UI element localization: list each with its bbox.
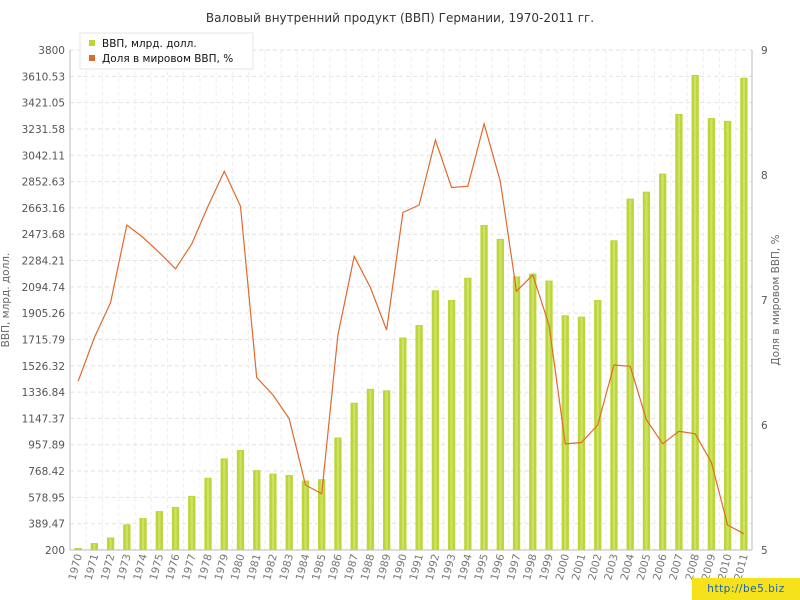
y-tick-label: 3800 (38, 45, 65, 57)
bar-highlight (385, 391, 388, 550)
y-tick-label: 389.47 (28, 519, 65, 531)
bar-highlight (255, 471, 258, 550)
y-tick-label: 2094.74 (22, 282, 66, 294)
line-series (77, 121, 745, 535)
legend: ВВП, млрд. долл. Доля в мировом ВВП, % (79, 32, 254, 70)
bar-highlight (612, 241, 616, 550)
axes (69, 50, 753, 551)
bar-highlight (271, 474, 275, 550)
bar-highlight (93, 544, 96, 550)
bar-highlight (742, 78, 745, 551)
bar-highlight (661, 174, 664, 550)
y2-tick-label: 9 (761, 45, 768, 57)
bar-highlight (239, 451, 242, 550)
y2-axis-label: Доля в мировом ВВП, % (770, 234, 782, 365)
bar-highlight (109, 538, 112, 550)
bar-highlight (629, 199, 632, 550)
y-tick-label: 1715.79 (22, 334, 65, 346)
bar-highlight (174, 507, 177, 550)
bar-highlight (694, 76, 697, 550)
legend-box (79, 32, 254, 70)
watermark[interactable]: http://be5.biz (692, 578, 800, 600)
y-tick-label: 1147.37 (22, 413, 65, 425)
y-tick-label: 768.42 (28, 466, 65, 478)
bar-highlight (158, 512, 161, 550)
bar-highlight (125, 525, 128, 550)
y-tick-label: 1336.84 (22, 387, 66, 399)
bar-highlight (304, 481, 307, 550)
bar-highlight (515, 277, 518, 550)
bar-highlight (369, 389, 372, 550)
bar-highlight (580, 317, 583, 550)
bar-highlight (206, 478, 210, 550)
bar-highlight (190, 496, 193, 550)
bar-highlight (645, 192, 648, 550)
bar-highlight (466, 278, 469, 550)
y-tick-label: 2473.68 (22, 229, 65, 241)
y-tick-label: 578.95 (28, 492, 65, 504)
bar-highlight (223, 459, 226, 550)
y-tick-label: 957.89 (28, 440, 65, 452)
right-axis-ticks: 5 6 7 8 9 (761, 45, 768, 557)
y-axis-label: ВВП, млрд. долл. (0, 253, 12, 348)
y2-tick-label: 6 (761, 420, 768, 432)
legend-label-gdp: ВВП, млрд. долл. (102, 38, 197, 50)
bar-highlight (288, 476, 291, 550)
bar-highlight (531, 274, 534, 550)
bar-highlight (726, 121, 729, 550)
bar-series (74, 75, 748, 551)
bar-highlight (677, 114, 681, 550)
bar-highlight (320, 480, 323, 550)
y-tick-label: 3042.11 (22, 150, 65, 162)
bar-highlight (564, 316, 567, 550)
y-tick-label: 3610.53 (22, 71, 65, 83)
bar-highlight (482, 226, 486, 550)
bar-highlight (710, 119, 713, 551)
y-tick-label: 1526.32 (22, 361, 65, 373)
legend-label-share: Доля в мировом ВВП, % (102, 53, 233, 65)
y2-tick-label: 7 (761, 295, 768, 307)
y-tick-label: 3421.05 (22, 98, 65, 110)
legend-swatch-share (89, 55, 95, 61)
y-tick-label: 200 (45, 545, 65, 557)
share-line (77, 121, 745, 535)
y2-tick-label: 5 (761, 545, 768, 557)
bar-highlight (336, 438, 340, 550)
y2-tick-label: 8 (761, 170, 768, 182)
y-tick-label: 2852.63 (22, 177, 65, 189)
bar-highlight (141, 519, 145, 550)
bar-highlight (401, 338, 404, 550)
bar-highlight (418, 326, 421, 550)
bar-highlight (499, 239, 502, 550)
y-tick-label: 3231.58 (22, 124, 65, 136)
bar-highlight (547, 281, 551, 550)
y-tick-label: 2284.21 (22, 256, 65, 268)
bar-highlight (353, 403, 356, 550)
bar-highlight (434, 291, 437, 550)
left-axis-ticks: 200 389.47 578.95 768.42 957.89 1147.37 1336.8… (22, 45, 66, 557)
legend-swatch-gdp (89, 40, 95, 46)
bar-highlight (77, 548, 80, 550)
y-tick-label: 2663.16 (22, 203, 66, 215)
y-tick-label: 1905.26 (22, 308, 66, 320)
chart-title: Валовый внутренний продукт (ВВП) Германи… (206, 11, 594, 25)
bar-highlight (450, 301, 453, 550)
